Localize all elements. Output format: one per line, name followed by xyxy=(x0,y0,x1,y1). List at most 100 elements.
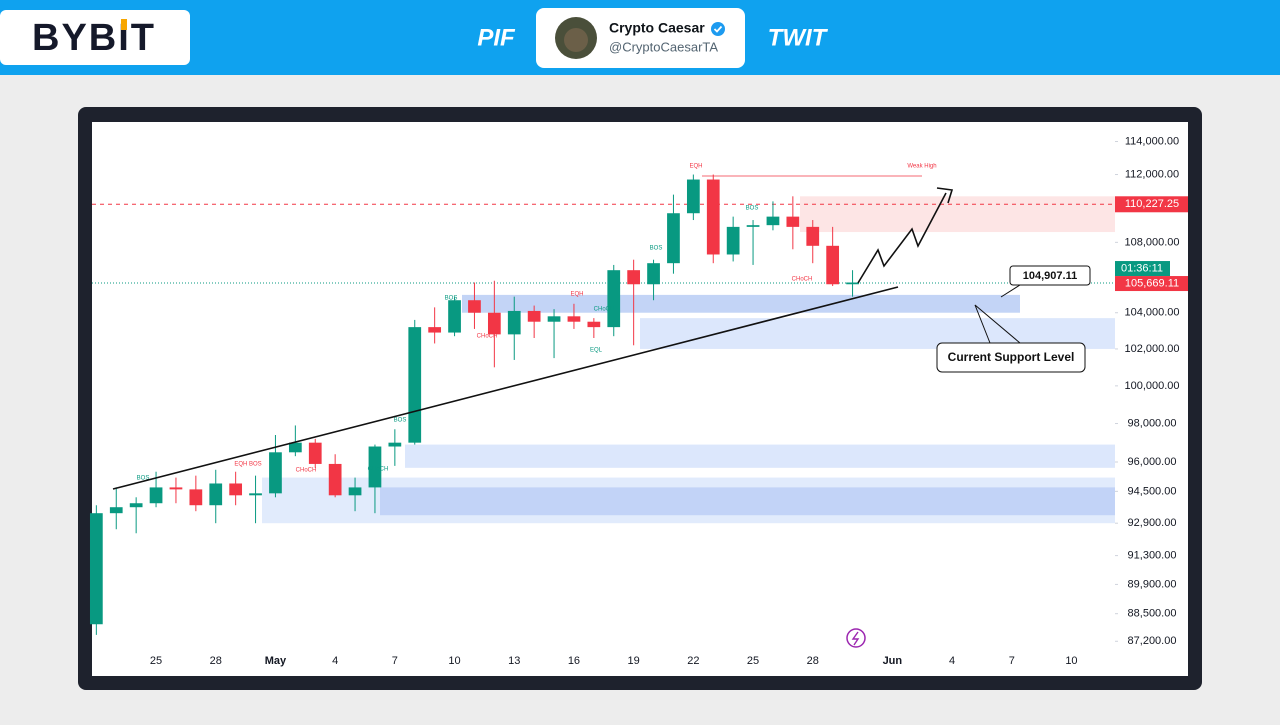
x-tick-label: 28 xyxy=(210,655,222,667)
y-tick-label: 89,900.00 xyxy=(1128,578,1177,590)
support-box xyxy=(936,342,1086,373)
projection-arrow xyxy=(936,187,954,204)
level-label-bg xyxy=(1115,196,1188,213)
event-bolt xyxy=(851,631,860,646)
x-tick-label: 7 xyxy=(392,655,398,667)
candle-body xyxy=(746,225,760,227)
smc-label: EQH xyxy=(570,292,583,298)
candle-body xyxy=(587,321,601,328)
projection-path xyxy=(857,192,947,284)
callout-pointer xyxy=(1000,284,1021,298)
candle-body xyxy=(249,493,262,496)
y-tick-label: 104,000.00 xyxy=(1124,307,1179,319)
event-icon xyxy=(846,628,866,648)
y-tick-label: 92,900.00 xyxy=(1128,517,1177,529)
candle-body xyxy=(647,263,660,285)
y-tick-label: 94,500.00 xyxy=(1128,485,1177,497)
candle-body xyxy=(527,310,541,322)
support-label: Current Support Level xyxy=(948,350,1075,364)
zone xyxy=(380,487,1115,516)
candle-body xyxy=(89,513,103,625)
x-tick-label: 16 xyxy=(568,655,580,667)
candle-body xyxy=(169,487,183,490)
x-tick-label: 28 xyxy=(807,655,819,667)
smc-label: CHoCH xyxy=(594,307,615,313)
x-tick-label: 13 xyxy=(508,655,520,667)
x-tick-label: 25 xyxy=(150,655,162,667)
left-tag: PIF xyxy=(477,24,516,51)
axes: 114,000.00 112,000.00 108,000.00 104,000.00… xyxy=(150,135,1188,667)
right-tag: TWIT xyxy=(768,24,829,51)
countdown: 01:36:11 xyxy=(1121,262,1163,274)
callout-box xyxy=(1009,265,1091,286)
trend-line xyxy=(112,286,899,490)
x-tick-label: 10 xyxy=(448,655,460,667)
x-tick-label: 4 xyxy=(332,655,338,667)
zones xyxy=(262,196,1115,524)
logo: BYBIT xyxy=(32,17,156,59)
smc-label: CHoCH xyxy=(792,277,813,283)
smc-label: BOS xyxy=(650,246,663,252)
candle-body xyxy=(149,487,163,504)
countdown-bg xyxy=(1115,261,1170,277)
logo-accent xyxy=(121,19,127,30)
candle-body xyxy=(388,442,402,447)
candle-body xyxy=(288,442,302,453)
candle-body xyxy=(487,312,501,335)
candle-body xyxy=(269,452,282,494)
candle-body xyxy=(786,216,800,227)
candle-body xyxy=(706,179,720,255)
zone xyxy=(462,294,1020,313)
candle-body xyxy=(607,270,621,328)
candle-body xyxy=(368,446,382,488)
annotations: 104,907.11 Current Support Level xyxy=(112,187,1091,648)
zone xyxy=(405,444,1115,468)
y-tick-label: 100,000.00 xyxy=(1124,380,1179,392)
y-tick-label: 96,000.00 xyxy=(1128,456,1177,468)
smc-label: BOS xyxy=(445,296,458,302)
candle-body xyxy=(348,487,362,496)
candle-body xyxy=(428,327,442,333)
x-tick-label: 4 xyxy=(949,655,955,667)
zone xyxy=(800,196,1115,233)
candle-body xyxy=(567,316,581,322)
x-tick-label: 10 xyxy=(1065,655,1077,667)
y-tick-label: 91,300.00 xyxy=(1128,550,1177,562)
candle-body xyxy=(686,179,700,214)
smc-label: BOS xyxy=(137,476,150,482)
x-tick-label: May xyxy=(265,655,287,667)
y-tick-label: 102,000.00 xyxy=(1124,343,1179,355)
candle-body xyxy=(229,483,243,496)
candle-body xyxy=(189,489,203,506)
candle-body xyxy=(408,327,422,443)
logo-box xyxy=(0,10,190,65)
candle-body xyxy=(667,213,680,264)
plot: EQH Weak High BOS EQH CHoCH CHoCH EQL BOS BOS CHo… xyxy=(89,164,1115,635)
smc-label: EQH BOS xyxy=(234,462,261,468)
y-tick-label: 114,000.00 xyxy=(1125,135,1179,147)
y-tick-label: 98,000.00 xyxy=(1128,417,1177,429)
candle-body xyxy=(129,503,143,508)
author-name: Crypto Caesar xyxy=(609,20,705,36)
candle-body xyxy=(448,300,461,333)
smc-label: CHoCH xyxy=(368,467,389,473)
candle-body xyxy=(846,282,859,285)
smc-label: BOS xyxy=(746,206,759,212)
candle-body xyxy=(109,507,123,514)
candle-body xyxy=(627,270,641,285)
smc-label: EQH xyxy=(689,164,702,170)
candle-body xyxy=(547,316,561,322)
candle-body xyxy=(766,216,780,226)
smc-label: BOS xyxy=(394,418,407,424)
verified-badge xyxy=(711,22,725,36)
smc-label: Weak High xyxy=(907,164,936,170)
author-handle: @CryptoCaesarTA xyxy=(609,39,718,54)
y-tick-label: 108,000.00 xyxy=(1124,236,1179,248)
candle-body xyxy=(726,226,740,255)
x-tick-label: Jun xyxy=(883,655,903,667)
y-tick-label: 112,000.00 xyxy=(1125,168,1179,180)
callout-label: 104,907.11 xyxy=(1023,270,1077,282)
candle-body xyxy=(826,245,840,285)
y-tick-label: 88,500.00 xyxy=(1128,608,1177,620)
